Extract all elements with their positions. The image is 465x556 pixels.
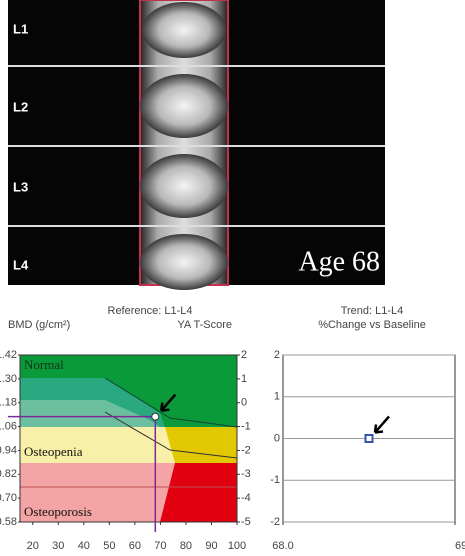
y-tick-label: 1.18: [0, 397, 17, 409]
x-tick-label: 80: [180, 540, 192, 552]
vertebra-label: L3: [13, 179, 28, 194]
x-tick-label: 50: [103, 540, 115, 552]
y-tick-label: 1.06: [0, 420, 17, 432]
chart-title: Trend: L1-L4: [341, 305, 404, 317]
y2-tick-label: -2: [241, 444, 251, 456]
y2-tick-label: 2: [241, 349, 247, 361]
x-tick-label: 30: [52, 540, 64, 552]
y-tick-label: 0: [274, 432, 280, 444]
y-tick-label: 2: [274, 349, 280, 361]
x-tick-label: 90: [205, 540, 217, 552]
zone-label: Osteoporosis: [24, 504, 92, 519]
y2-tick-label: -1: [241, 420, 251, 432]
x-tick-label: 20: [27, 540, 39, 552]
zones: Normal Osteopenia Osteoporosis: [20, 355, 237, 522]
x-tick-label: 69: [455, 540, 465, 552]
x-tick-label: 70: [154, 540, 166, 552]
vertebra-label: L4: [13, 257, 29, 272]
zone-label: Osteopenia: [24, 444, 83, 459]
y2-tick-label: -5: [241, 516, 251, 528]
arrow: [375, 417, 389, 433]
data-point: [152, 413, 159, 420]
vertebra-label: L2: [13, 99, 28, 114]
y2-tick-label: -3: [241, 468, 251, 480]
y-tick-label: -2: [270, 516, 280, 528]
y-tick-label: 0.58: [0, 516, 17, 528]
scan-image: L1 L2 L3 L4 Age 68: [8, 0, 385, 290]
y-axis-label: %Change vs Baseline: [318, 319, 426, 331]
y2-axis-label: YA T-Score: [177, 319, 232, 331]
y2-tick-label: 0: [241, 397, 247, 409]
y-tick-label: 0.82: [0, 468, 17, 480]
y-tick-label: 0.94: [0, 444, 17, 456]
y-tick-label: 1.30: [0, 373, 17, 385]
data-point: [366, 435, 373, 442]
y2-tick-label: -4: [241, 492, 251, 504]
y-tick-label: 0.70: [0, 492, 17, 504]
y-tick-label: 1: [274, 391, 280, 403]
zone-label: Normal: [24, 357, 64, 372]
y-tick-label: -1: [270, 474, 280, 486]
x-tick-label: 100: [228, 540, 246, 552]
x-tick-label: 68.0: [272, 540, 293, 552]
chart-title: Reference: L1-L4: [108, 305, 193, 317]
report: L1 L2 L3 L4 Age 68 Normal Osteopenia Ost…: [0, 0, 465, 556]
y-axis-label: BMD (g/cm²): [8, 319, 70, 331]
x-tick-label: 60: [129, 540, 141, 552]
y2-tick-label: 1: [241, 373, 247, 385]
x-tick-label: 40: [78, 540, 90, 552]
y-tick-label: 1.42: [0, 349, 17, 361]
vertebra-label: L1: [13, 21, 28, 36]
age-label: Age 68: [298, 246, 380, 277]
